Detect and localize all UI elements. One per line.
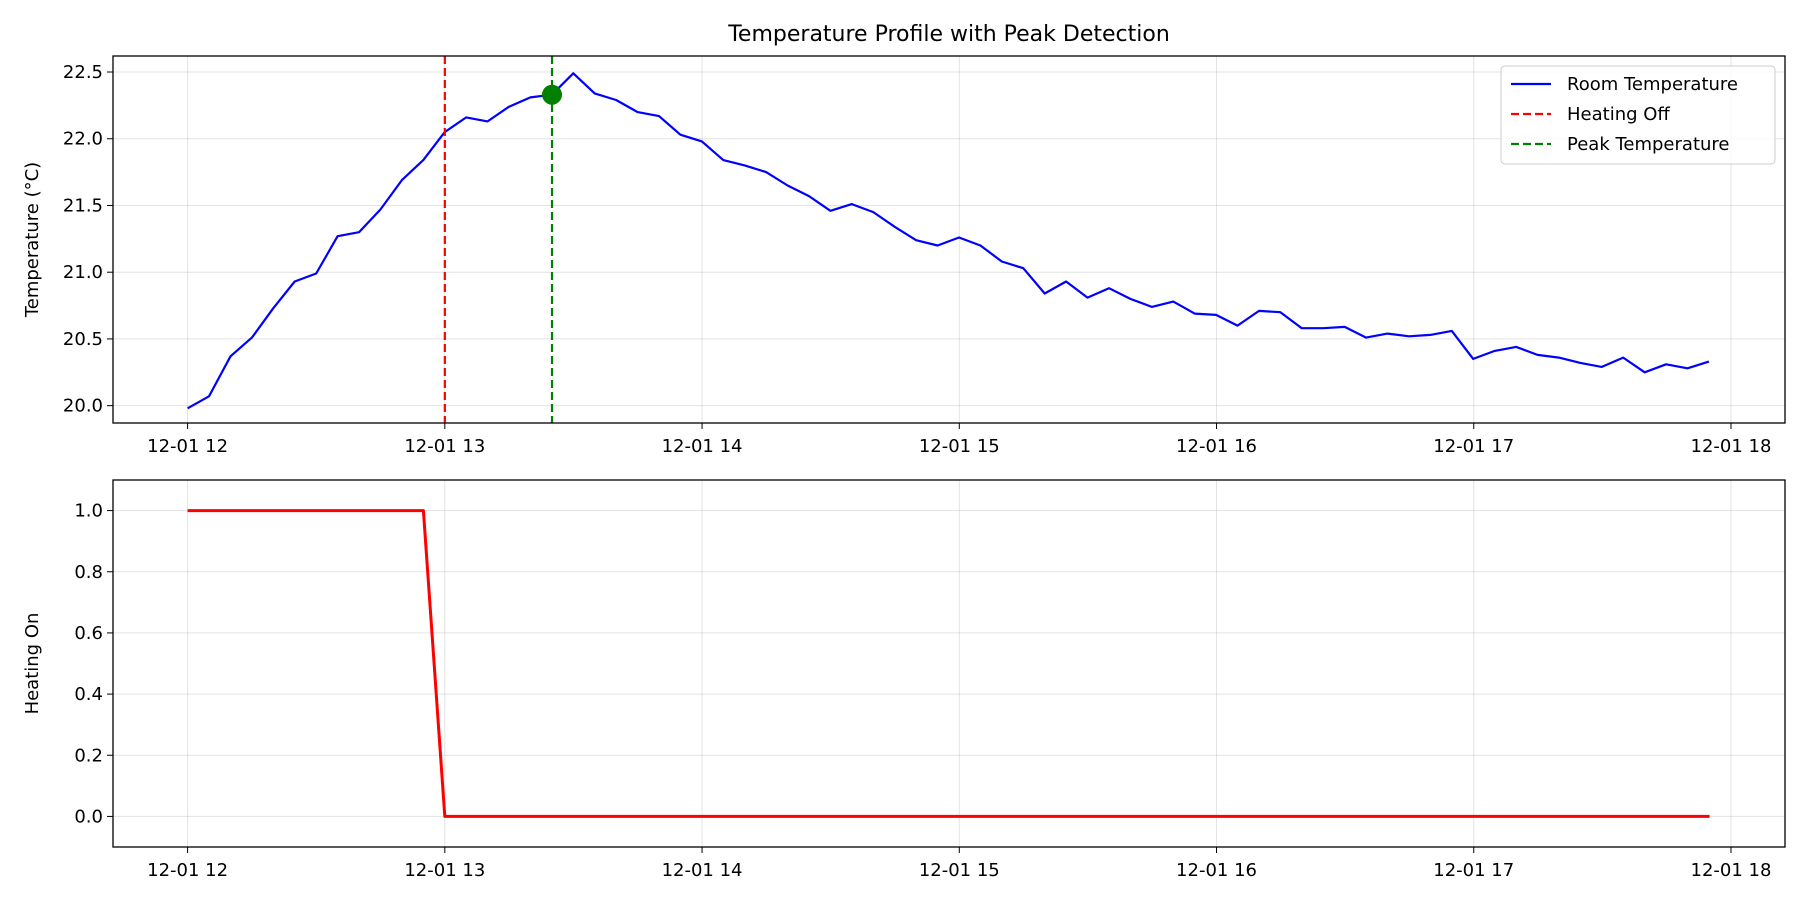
- plot-area: [187, 56, 1710, 423]
- y-tick-label: 0.8: [74, 562, 103, 583]
- x-tick-label: 12-01 18: [1691, 860, 1772, 881]
- y-tick-label: 20.0: [63, 396, 103, 417]
- y-tick-label: 0.4: [74, 684, 103, 705]
- x-tick-label: 12-01 17: [1433, 436, 1514, 457]
- y-axis-label: Temperature (°C): [22, 162, 43, 318]
- legend-label: Peak Temperature: [1567, 134, 1729, 155]
- series-line-heating-on: [187, 509, 1710, 818]
- y-axis-label: Heating On: [22, 613, 43, 715]
- plot-area: [187, 509, 1710, 818]
- x-tick-label: 12-01 12: [147, 436, 228, 457]
- series-line-room-temperature: [187, 72, 1710, 410]
- x-tick-label: 12-01 17: [1433, 860, 1514, 881]
- legend-box: [1500, 65, 1776, 165]
- y-tick-label: 22.0: [63, 129, 103, 150]
- y-tick-label: 0.2: [74, 745, 103, 766]
- plot-frame: [112, 479, 1786, 848]
- heating-chart: Heating On 12-01 12 12-01 13 12-01 14 12-01…: [22, 479, 1786, 881]
- plot-frame: [112, 55, 1786, 424]
- x-tick-label: 12-01 18: [1691, 436, 1772, 457]
- x-tick-label: 12-01 16: [1176, 436, 1257, 457]
- y-tick-label: 0.0: [74, 806, 103, 827]
- x-tick-label: 12-01 13: [404, 436, 485, 457]
- legend-label: Room Temperature: [1567, 74, 1738, 95]
- x-tick-label: 12-01 14: [662, 436, 743, 457]
- y-tick-label: 0.6: [74, 623, 103, 644]
- x-tick-label: 12-01 15: [919, 436, 1000, 457]
- x-tick-label: 12-01 12: [147, 860, 228, 881]
- legend: Room Temperature Heating Off Peak Temperat…: [1500, 65, 1776, 165]
- y-tick-label: 21.0: [63, 262, 103, 283]
- peak-marker: [542, 84, 563, 105]
- chart-title: Temperature Profile with Peak Detection: [727, 22, 1170, 47]
- y-tick-label: 22.5: [63, 62, 103, 83]
- x-tick-label: 12-01 14: [662, 860, 743, 881]
- x-tick-label: 12-01 16: [1176, 860, 1257, 881]
- legend-label: Heating Off: [1567, 104, 1670, 125]
- y-tick-label: 21.5: [63, 195, 103, 216]
- ticks: 12-01 12 12-01 13 12-01 14 12-01 15 12-01 16…: [63, 62, 1772, 457]
- x-tick-label: 12-01 15: [919, 860, 1000, 881]
- y-tick-label: 20.5: [63, 329, 103, 350]
- y-tick-label: 1.0: [74, 501, 103, 522]
- ticks: 12-01 12 12-01 13 12-01 14 12-01 15 12-01 16…: [74, 501, 1771, 881]
- temperature-chart: Temperature Profile with Peak Detection …: [22, 22, 1786, 457]
- x-tick-label: 12-01 13: [404, 860, 485, 881]
